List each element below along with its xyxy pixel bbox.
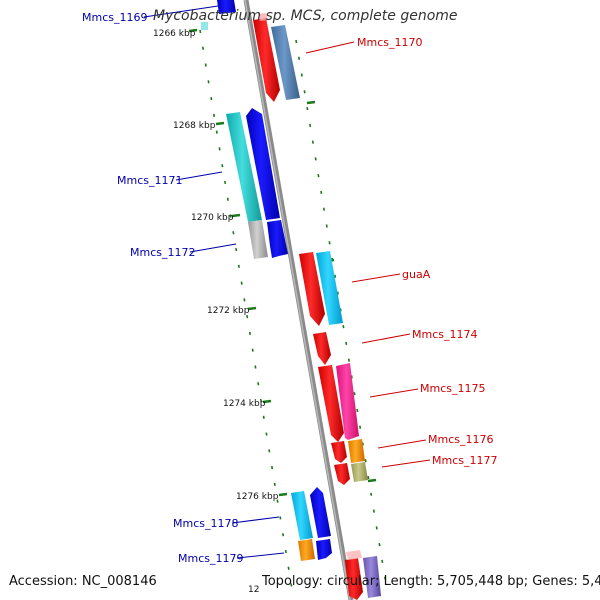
gene-mmcs-1176-orange[interactable] — [348, 439, 365, 463]
gene-mmcs-1169[interactable] — [217, 0, 236, 14]
gene-mmcs-1178-arrow[interactable] — [310, 487, 331, 538]
gene-mmcs-1175-pink[interactable] — [336, 363, 359, 440]
gene-bottom-red[interactable] — [345, 558, 363, 600]
gene-mmcs-1174[interactable] — [313, 332, 331, 365]
left-dotted-ruler — [199, 29, 294, 596]
label-mmcs-1172[interactable]: Mmcs_1172 — [130, 246, 195, 259]
gene-mmcs-1179[interactable] — [298, 539, 315, 561]
gene-guaa[interactable] — [299, 252, 325, 326]
label-mmcs-1179[interactable]: Mmcs_1179 — [178, 552, 243, 565]
gene-mmcs-1171[interactable] — [226, 112, 262, 222]
accession-text: Accession: NC_008146 — [9, 574, 157, 589]
genome-backbone — [243, 0, 354, 600]
label-mmcs-1175[interactable]: Mmcs_1175 — [420, 382, 485, 395]
gene-mmcs-1178[interactable] — [291, 491, 313, 540]
label-mmcs-1169[interactable]: Mmcs_1169 — [82, 11, 147, 24]
gene-mmcs-1170-steel[interactable] — [271, 25, 300, 100]
ruler-label-1266: 1266 kbp — [153, 29, 196, 39]
gene-mmcs-1171-arrow[interactable] — [246, 108, 280, 220]
gene-mmcs-1176[interactable] — [331, 441, 347, 463]
gene-mmcs-1177-olive[interactable] — [351, 462, 368, 482]
map-title: Mycobacterium sp. MCS, complete genome — [153, 8, 458, 24]
ruler-label-1278: 12 — [248, 585, 259, 595]
ruler-label-1276: 1276 kbp — [236, 492, 279, 502]
gene-mmcs-1177[interactable] — [334, 463, 350, 485]
topology-text: Topology: circular; Length: 5,705,448 bp… — [262, 574, 600, 589]
label-guaa[interactable]: guaA — [402, 268, 431, 281]
label-mmcs-1178[interactable]: Mmcs_1178 — [173, 517, 238, 530]
gene-mmcs-1172[interactable] — [248, 220, 268, 259]
ruler-ticks — [188, 28, 377, 497]
label-mmcs-1171[interactable]: Mmcs_1171 — [117, 174, 182, 187]
ruler-label-1274: 1274 kbp — [223, 399, 266, 409]
label-mmcs-1177[interactable]: Mmcs_1177 — [432, 454, 497, 467]
ruler-label-1272: 1272 kbp — [207, 306, 250, 316]
gene-guaa-cyan[interactable] — [316, 251, 343, 325]
label-mmcs-1170[interactable]: Mmcs_1170 — [357, 36, 422, 49]
label-mmcs-1176[interactable]: Mmcs_1176 — [428, 433, 493, 446]
gene-mmcs-1170[interactable] — [253, 18, 280, 102]
gene-mmcs-1172-arrow[interactable] — [267, 220, 288, 258]
ruler-label-1268: 1268 kbp — [173, 121, 216, 131]
ruler-label-1270: 1270 kbp — [191, 213, 234, 223]
label-connectors — [143, 5, 431, 559]
gene-mmcs-1179-arrow[interactable] — [316, 539, 332, 560]
label-mmcs-1174[interactable]: Mmcs_1174 — [412, 328, 477, 341]
gene-bottom-purple[interactable] — [363, 556, 381, 598]
gene-mmcs-1175[interactable] — [318, 365, 344, 442]
